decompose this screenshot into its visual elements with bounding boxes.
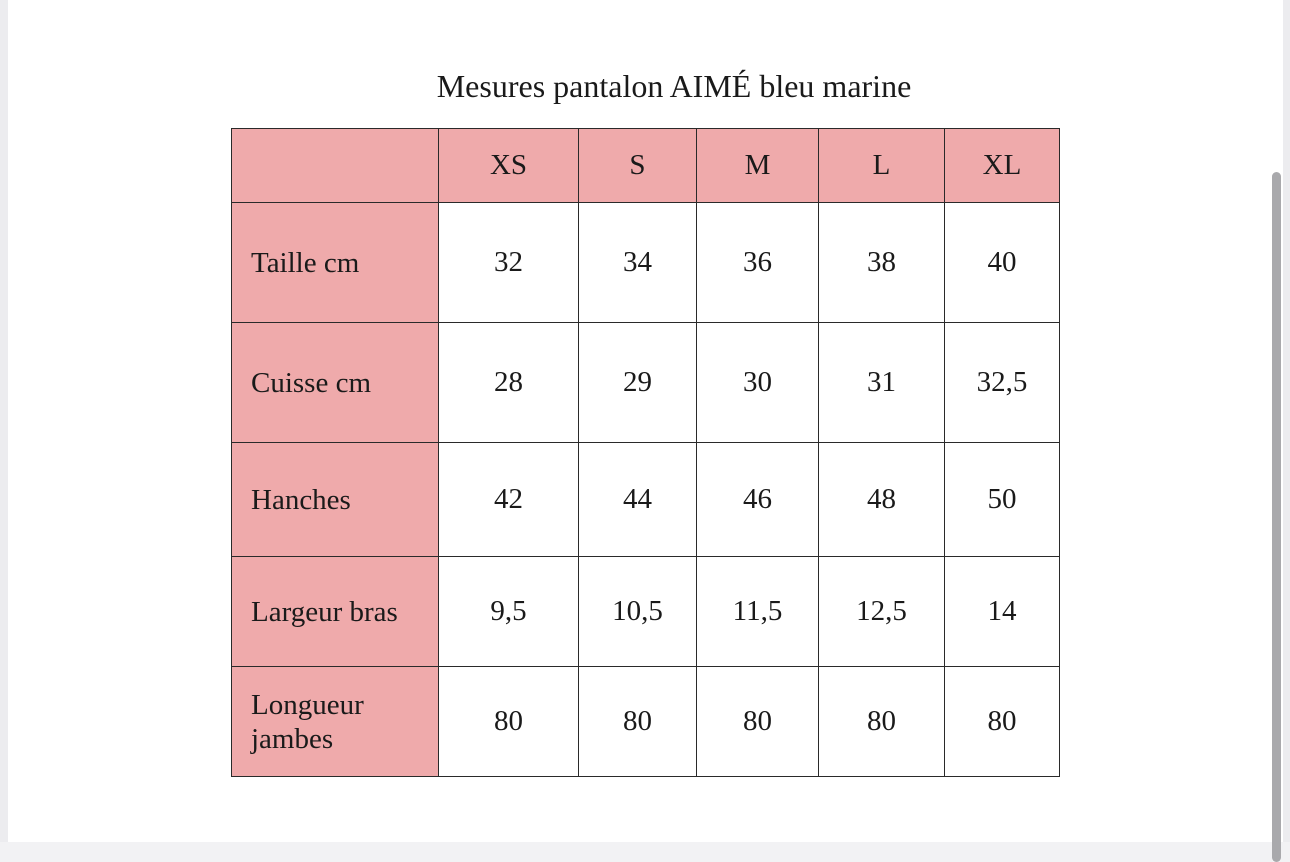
size-chart-table: XS S M L XL Taille cm 32 34 36 38 40 Cui… bbox=[231, 128, 1060, 777]
table-cell: 80 bbox=[696, 666, 819, 777]
table-cell: 32 bbox=[438, 202, 579, 323]
document-title: Mesures pantalon AIMÉ bleu marine bbox=[436, 68, 912, 104]
size-header-s: S bbox=[578, 128, 697, 203]
table-cell: 44 bbox=[578, 442, 697, 557]
size-header-row: XS S M L XL bbox=[231, 128, 1060, 203]
table-row: Longueur jambes 80 80 80 80 80 bbox=[231, 666, 1060, 777]
size-header-m: M bbox=[696, 128, 819, 203]
table-row: Cuisse cm 28 29 30 31 32,5 bbox=[231, 322, 1060, 443]
table-cell: 80 bbox=[944, 666, 1060, 777]
table-cell: 42 bbox=[438, 442, 579, 557]
size-header-xs: XS bbox=[438, 128, 579, 203]
table-cell: 10,5 bbox=[578, 556, 697, 667]
table-row: Largeur bras 9,5 10,5 11,5 12,5 14 bbox=[231, 556, 1060, 667]
table-cell: 46 bbox=[696, 442, 819, 557]
table-cell: 36 bbox=[696, 202, 819, 323]
table-cell: 80 bbox=[578, 666, 697, 777]
corner-cell bbox=[231, 128, 439, 203]
table-cell: 48 bbox=[818, 442, 945, 557]
table-cell: 40 bbox=[944, 202, 1060, 323]
size-header-l: L bbox=[818, 128, 945, 203]
table-cell: 50 bbox=[944, 442, 1060, 557]
table-cell: 80 bbox=[438, 666, 579, 777]
size-header-xl: XL bbox=[944, 128, 1060, 203]
table-cell: 32,5 bbox=[944, 322, 1060, 443]
row-label: Hanches bbox=[231, 442, 439, 557]
row-label: Largeur bras bbox=[231, 556, 439, 667]
viewer-right-gutter bbox=[1283, 0, 1290, 842]
table-row: Hanches 42 44 46 48 50 bbox=[231, 442, 1060, 557]
table-cell: 11,5 bbox=[696, 556, 819, 667]
table-cell: 28 bbox=[438, 322, 579, 443]
vertical-scrollbar[interactable] bbox=[1272, 172, 1281, 862]
table-cell: 38 bbox=[818, 202, 945, 323]
table-cell: 34 bbox=[578, 202, 697, 323]
table-cell: 80 bbox=[818, 666, 945, 777]
table-cell: 30 bbox=[696, 322, 819, 443]
table-cell: 31 bbox=[818, 322, 945, 443]
table-cell: 9,5 bbox=[438, 556, 579, 667]
row-label: Cuisse cm bbox=[231, 322, 439, 443]
table-row: Taille cm 32 34 36 38 40 bbox=[231, 202, 1060, 323]
table-cell: 29 bbox=[578, 322, 697, 443]
row-label: Taille cm bbox=[231, 202, 439, 323]
row-label: Longueur jambes bbox=[231, 666, 439, 777]
table-cell: 14 bbox=[944, 556, 1060, 667]
table-cell: 12,5 bbox=[818, 556, 945, 667]
viewer-left-gutter bbox=[0, 0, 8, 842]
